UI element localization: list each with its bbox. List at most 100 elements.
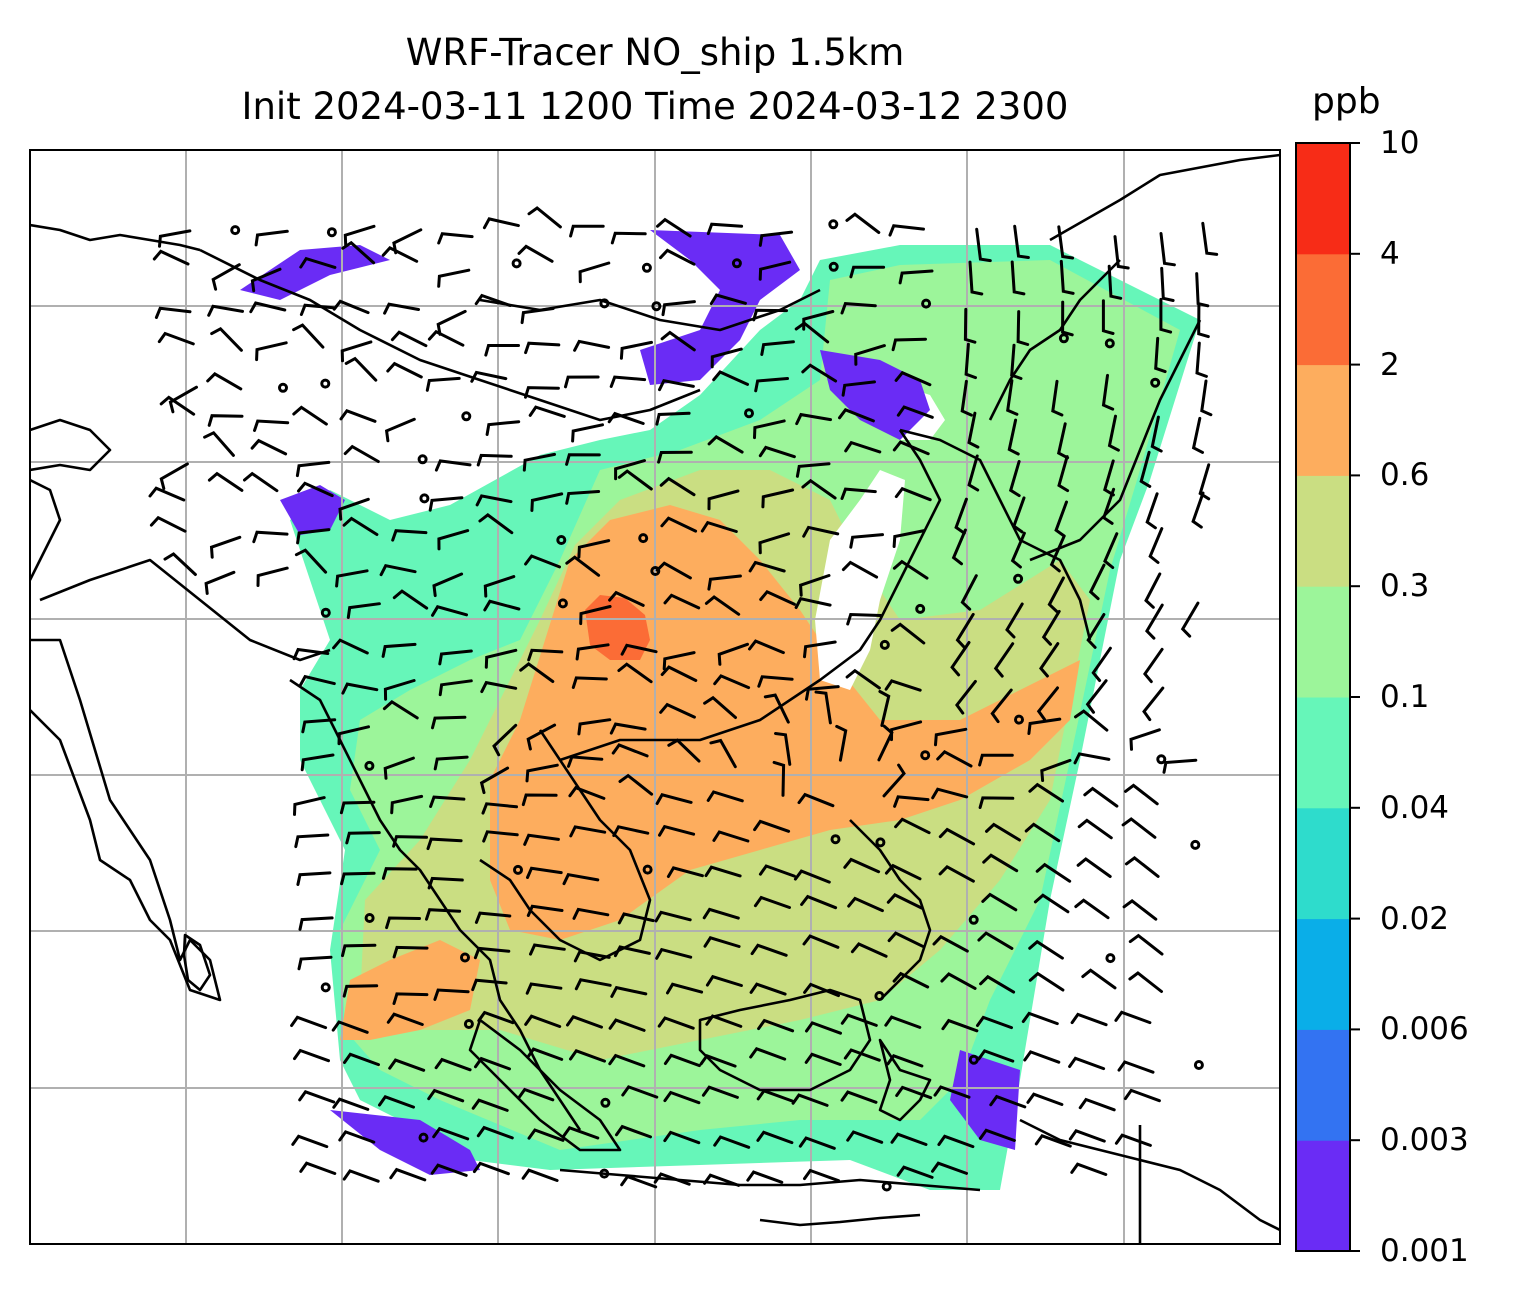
wind-barb (759, 589, 796, 606)
wind-calm-marker (326, 227, 337, 238)
wind-barb (663, 1130, 701, 1145)
wind-barb (1085, 679, 1108, 714)
wind-barb (978, 753, 1014, 767)
wind-barb (158, 229, 192, 248)
wind-barb (389, 1167, 427, 1182)
wind-barb (613, 945, 651, 958)
wind-barb (571, 676, 608, 689)
wind-barb (975, 227, 992, 263)
wind-barb (752, 308, 788, 322)
wind-barb (795, 462, 831, 478)
wind-barb (295, 460, 331, 478)
coastline-bay-of-bengal (289, 678, 582, 1131)
wind-barb (565, 555, 601, 577)
wind-barb (344, 356, 378, 382)
wind-barb (931, 1161, 968, 1175)
wind-barb (932, 934, 969, 953)
wind-barb (890, 1132, 928, 1146)
wind-barb (1159, 297, 1173, 334)
wind-barb (1077, 818, 1113, 840)
coastline-russia-ne (1049, 153, 1280, 242)
wind-barb (655, 947, 693, 960)
wind-barb (1103, 459, 1115, 497)
wind-barb (296, 871, 332, 886)
colorbar-tick-label: 0.001 (1380, 1233, 1469, 1269)
wind-barb (615, 1124, 652, 1139)
wind-barb (474, 293, 512, 307)
wind-barb (379, 564, 417, 577)
field-blank-sea (815, 470, 905, 690)
wind-calm-marker (1014, 714, 1024, 725)
wind-barb (482, 830, 519, 843)
wind-barb (888, 224, 925, 237)
wind-calm-marker (556, 535, 567, 545)
wind-barb (253, 419, 290, 432)
wind-barb (480, 680, 518, 694)
wind-barb (753, 419, 786, 440)
wind-barb (610, 231, 647, 245)
wind-barb (1059, 259, 1075, 295)
colorbar-tick-label: 2 (1380, 346, 1400, 383)
wind-barb (525, 982, 563, 995)
wind-barb (797, 792, 835, 808)
wind-barb (1076, 857, 1112, 878)
wind-barb (428, 496, 464, 512)
wind-barb (840, 1013, 878, 1027)
wind-barb (485, 420, 521, 436)
plot-frame (29, 149, 1281, 1245)
wind-barb (392, 589, 429, 610)
wind-barb (427, 329, 465, 347)
wind-barb (1124, 783, 1159, 806)
wind-barb (717, 642, 749, 666)
wind-barb (702, 907, 740, 920)
wind-barb (1007, 418, 1020, 456)
colorbar-segment (1296, 807, 1350, 920)
wind-barb (662, 651, 696, 671)
wind-calm-marker (278, 382, 288, 393)
coastline-sulawesi (878, 1038, 932, 1122)
wind-barb (1073, 752, 1111, 765)
wind-barb (565, 453, 601, 466)
wind-barb (705, 974, 743, 987)
wind-barb (758, 864, 796, 878)
wind-barb (1198, 463, 1211, 501)
wind-barb (392, 992, 429, 1005)
wind-barb (955, 612, 975, 649)
colorbar-tick-label: 0.6 (1380, 457, 1430, 494)
wind-barb (569, 224, 605, 238)
wind-calm-marker (364, 913, 375, 923)
wind-barb (1047, 576, 1065, 613)
wind-barb (607, 411, 645, 425)
wind-barb (1056, 422, 1070, 460)
wind-barb (660, 330, 696, 352)
wind-barb (1114, 1010, 1152, 1025)
wind-barb (758, 230, 794, 247)
field-hotspot (585, 595, 650, 660)
wind-barb (700, 520, 738, 533)
wind-barb (437, 268, 471, 288)
wind-barb (332, 299, 370, 315)
wind-barb (577, 718, 612, 736)
wind-calm-marker (875, 837, 886, 848)
wind-barb (211, 263, 241, 291)
wind-barb (432, 1126, 470, 1141)
wind-barb (757, 675, 794, 688)
wind-barb (471, 1098, 509, 1112)
border-central-asia (199, 248, 701, 422)
wind-barb (1101, 373, 1115, 411)
wind-barb (884, 1015, 922, 1029)
wind-barb (567, 755, 604, 768)
wind-barb (993, 642, 1015, 678)
wind-barb (425, 376, 461, 392)
wind-barb (802, 310, 835, 331)
wind-barb (1128, 933, 1164, 956)
wind-barb (391, 529, 428, 542)
wind-calm-marker (881, 1181, 892, 1192)
wind-calm-marker (968, 1054, 979, 1065)
wind-barb (955, 679, 977, 715)
wind-calm-marker (921, 298, 932, 309)
wind-calm-marker (320, 982, 331, 993)
wind-barb (569, 825, 607, 838)
wind-barb (528, 405, 566, 418)
wind-barb (933, 1085, 971, 1099)
